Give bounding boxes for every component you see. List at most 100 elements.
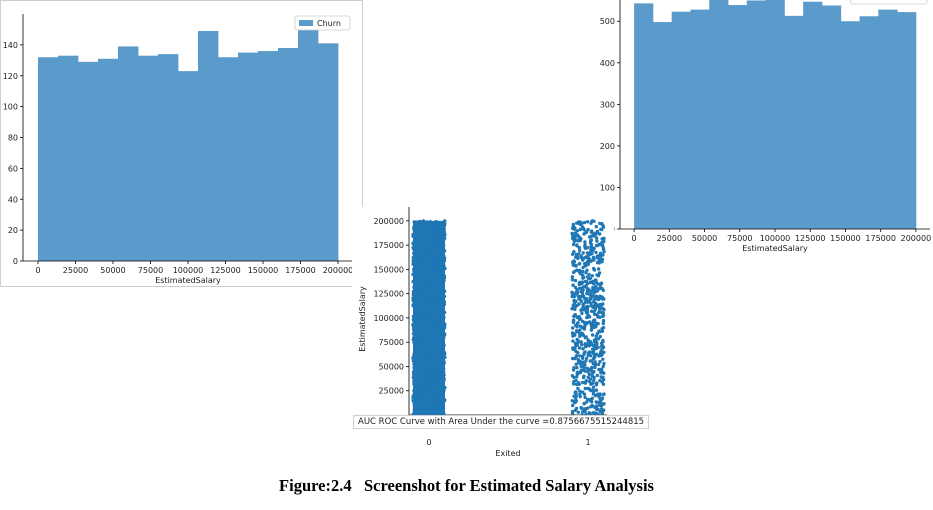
strip-point — [432, 249, 437, 253]
strip-point — [421, 376, 425, 380]
strip-point — [574, 406, 579, 411]
strip-point — [591, 232, 596, 236]
churn-bar — [198, 30, 219, 262]
strip-point — [599, 241, 604, 245]
strip-point — [585, 356, 589, 360]
strip-point — [439, 230, 443, 234]
strip-point — [600, 341, 604, 345]
churn-legend-label: Churn — [317, 19, 341, 28]
strip-point — [429, 314, 433, 318]
strip-point — [415, 392, 419, 396]
strip-point — [416, 370, 421, 375]
strip-point — [434, 253, 438, 257]
strip-point — [576, 340, 580, 345]
strip-point — [589, 280, 593, 284]
strip-point — [416, 308, 421, 312]
figure-caption: Figure:2.4 Screenshot for Estimated Sala… — [0, 476, 933, 496]
strip-point — [578, 280, 582, 284]
strip-point — [576, 239, 580, 243]
strip-point — [584, 345, 588, 349]
strip-point — [436, 224, 440, 228]
churn-histogram-panel: 0 20 40 60 80 100 120 140 0 25000 50000 75000 100000… — [0, 0, 363, 287]
strip-point — [598, 221, 602, 226]
strip-point — [415, 359, 420, 363]
strip-point — [586, 287, 590, 291]
strip-point — [571, 320, 576, 325]
strip-point — [418, 249, 423, 254]
strip-point — [421, 323, 425, 327]
strip-point — [589, 309, 594, 313]
strip-point — [594, 346, 598, 351]
strip-point — [426, 400, 430, 404]
strip-x-tick-label: 0 — [426, 438, 431, 447]
strip-point — [442, 256, 446, 261]
notchurn-y-tick-label: 200 — [600, 142, 615, 151]
strip-point — [571, 222, 576, 227]
strip-y-tick-label: 175000 — [373, 241, 404, 250]
strip-point — [571, 403, 575, 408]
strip-point — [423, 356, 427, 360]
strip-y-tick-label: 25000 — [379, 387, 404, 396]
strip-point — [589, 245, 593, 249]
strip-point — [412, 322, 417, 326]
strip-point — [584, 407, 588, 411]
strip-point — [598, 283, 603, 287]
strip-point — [594, 411, 598, 415]
strip-point — [411, 241, 416, 245]
strip-point — [411, 296, 415, 300]
strip-point — [422, 286, 426, 290]
strip-point — [411, 356, 415, 360]
strip-point — [598, 334, 602, 339]
strip-point — [442, 315, 446, 320]
strip-point — [441, 226, 446, 230]
strip-point — [436, 403, 441, 408]
strip-y-tick-label: 75000 — [379, 338, 404, 347]
strip-point — [439, 360, 443, 364]
strip-point — [420, 408, 424, 412]
strip-point — [578, 220, 582, 224]
strip-point — [424, 245, 429, 250]
strip-point — [572, 382, 576, 386]
strip-point — [442, 299, 446, 304]
strip-point — [423, 235, 427, 239]
strip-point — [591, 282, 596, 286]
strip-point — [439, 252, 443, 256]
strip-point — [574, 252, 579, 257]
strip-point — [586, 254, 590, 258]
strip-point — [416, 304, 420, 308]
churn-x-tick-label: 200000 — [323, 266, 354, 275]
strip-point — [589, 397, 593, 402]
strip-point — [594, 407, 599, 412]
strip-point — [432, 221, 436, 226]
strip-point — [573, 356, 577, 361]
strip-point — [429, 342, 433, 346]
strip-point — [430, 266, 434, 270]
churn-x-tick-label: 0 — [35, 266, 40, 275]
strip-point — [575, 343, 579, 347]
strip-point — [430, 382, 434, 386]
strip-point — [594, 388, 599, 392]
strip-point — [583, 386, 587, 391]
strip-point — [418, 378, 423, 382]
strip-point — [422, 309, 426, 313]
strip-point — [415, 327, 420, 331]
strip-point — [589, 242, 594, 247]
strip-point — [576, 290, 580, 295]
strip-point — [581, 333, 586, 337]
strip-point — [588, 296, 592, 301]
strip-point — [601, 382, 606, 386]
strip-point — [601, 307, 605, 311]
strip-point — [587, 235, 592, 239]
strip-point — [433, 333, 437, 337]
strip-point — [595, 331, 600, 336]
strip-point — [411, 293, 416, 297]
strip-point — [599, 410, 604, 414]
strip-y-tick-label: 200000 — [373, 217, 404, 226]
strip-point — [435, 401, 439, 405]
churn-bar — [138, 55, 159, 262]
churn-y-tick-label: 140 — [3, 41, 18, 50]
notchurn-legend-label: Not Churn — [872, 0, 913, 2]
strip-point — [439, 402, 443, 407]
strip-point — [432, 287, 436, 291]
strip-point — [572, 227, 577, 231]
